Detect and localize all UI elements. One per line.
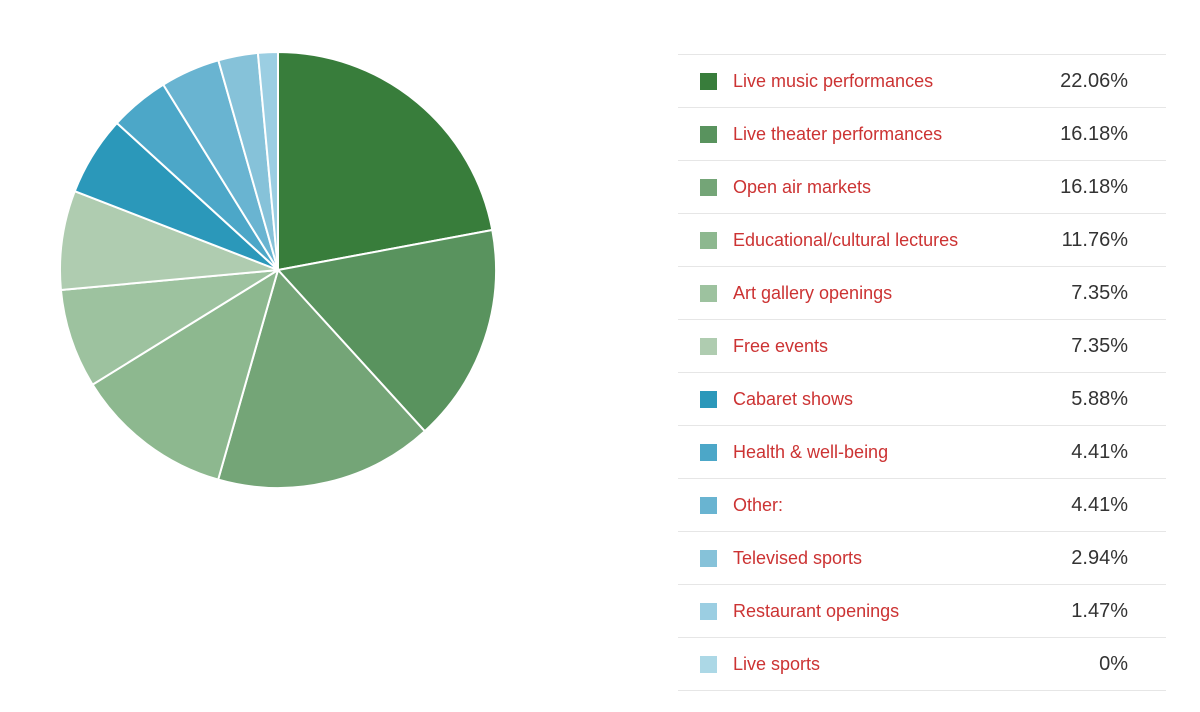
legend-swatch [700, 72, 717, 90]
legend-swatch [700, 443, 717, 461]
legend-label[interactable]: Restaurant openings [733, 600, 900, 621]
legend-swatch [700, 602, 717, 620]
legend-swatch-cell [678, 638, 733, 691]
legend-label[interactable]: Live sports [733, 653, 821, 674]
legend-value: 0% [1099, 652, 1128, 675]
legend-row: Art gallery openings 7.35% [678, 266, 1166, 320]
legend-row: Live theater performances 16.18% [678, 107, 1166, 161]
legend-row: Free events 7.35% [678, 319, 1166, 373]
legend-body: Live music performances 22.06% Live theate… [678, 54, 1166, 691]
pie-slice-0[interactable] [277, 51, 494, 271]
legend-row: Educational/cultural lectures 11.76% [678, 213, 1166, 267]
legend-value: 7.35% [1071, 281, 1128, 304]
legend-swatch [700, 390, 717, 408]
legend-swatch-cell [678, 532, 733, 585]
legend-row: Televised sports 2.94% [678, 531, 1166, 585]
pie-chart [59, 51, 497, 489]
legend-swatch-cell [678, 108, 733, 161]
legend-swatch-cell [678, 373, 733, 426]
pie-slice-1[interactable] [277, 228, 497, 433]
legend-row: Health & well-being 4.41% [678, 425, 1166, 479]
legend-label[interactable]: Live music performances [733, 70, 934, 91]
legend-swatch [700, 496, 717, 514]
legend-swatch [700, 231, 717, 249]
legend-label[interactable]: Televised sports [733, 547, 863, 568]
legend-swatch-cell [678, 55, 733, 108]
legend-value: 5.88% [1071, 387, 1128, 410]
legend-swatch [700, 655, 717, 673]
legend-swatch-cell [678, 479, 733, 532]
legend-label[interactable]: Open air markets [733, 176, 872, 197]
legend-swatch [700, 125, 717, 143]
legend-label[interactable]: Educational/cultural lectures [733, 229, 959, 250]
legend-value: 4.41% [1071, 440, 1128, 463]
legend-swatch-cell [678, 426, 733, 479]
legend-swatch [700, 549, 717, 567]
pie-slice-10[interactable] [256, 51, 279, 271]
legend-value: 16.18% [1060, 175, 1128, 198]
legend-value: 22.06% [1060, 69, 1128, 92]
legend-row: Cabaret shows 5.88% [678, 372, 1166, 426]
legend-label[interactable]: Cabaret shows [733, 388, 854, 409]
legend-value: 1.47% [1071, 599, 1128, 622]
legend-swatch-cell [678, 161, 733, 214]
legend-row: Restaurant openings 1.47% [678, 584, 1166, 638]
legend-swatch [700, 178, 717, 196]
legend-row: Open air markets 16.18% [678, 160, 1166, 214]
legend-value: 2.94% [1071, 546, 1128, 569]
legend-swatch-cell [678, 585, 733, 638]
pie-slice-4[interactable] [59, 269, 279, 386]
pie-slice-5[interactable] [59, 190, 279, 292]
legend-swatch [700, 284, 717, 302]
legend-label[interactable]: Health & well-being [733, 441, 889, 462]
legend-value: 16.18% [1060, 122, 1128, 145]
legend-row: Live sports 0% [678, 637, 1166, 691]
legend-swatch [700, 337, 717, 355]
legend-row: Other: 4.41% [678, 478, 1166, 532]
pie-slice-3[interactable] [91, 269, 279, 481]
legend-row: Live music performances 22.06% [678, 54, 1166, 108]
legend-table: Live music performances 22.06% Live theate… [678, 54, 1166, 691]
legend-value: 4.41% [1071, 493, 1128, 516]
legend-label[interactable]: Art gallery openings [733, 282, 893, 303]
legend-value: 7.35% [1071, 334, 1128, 357]
legend-label[interactable]: Other: [733, 494, 784, 515]
legend-label[interactable]: Live theater performances [733, 123, 943, 144]
legend-swatch-cell [678, 214, 733, 267]
legend-swatch-cell [678, 320, 733, 373]
legend-swatch-cell [678, 267, 733, 320]
pie-slice-2[interactable] [217, 269, 426, 489]
legend-label[interactable]: Free events [733, 335, 829, 356]
legend-value: 11.76% [1061, 228, 1128, 251]
